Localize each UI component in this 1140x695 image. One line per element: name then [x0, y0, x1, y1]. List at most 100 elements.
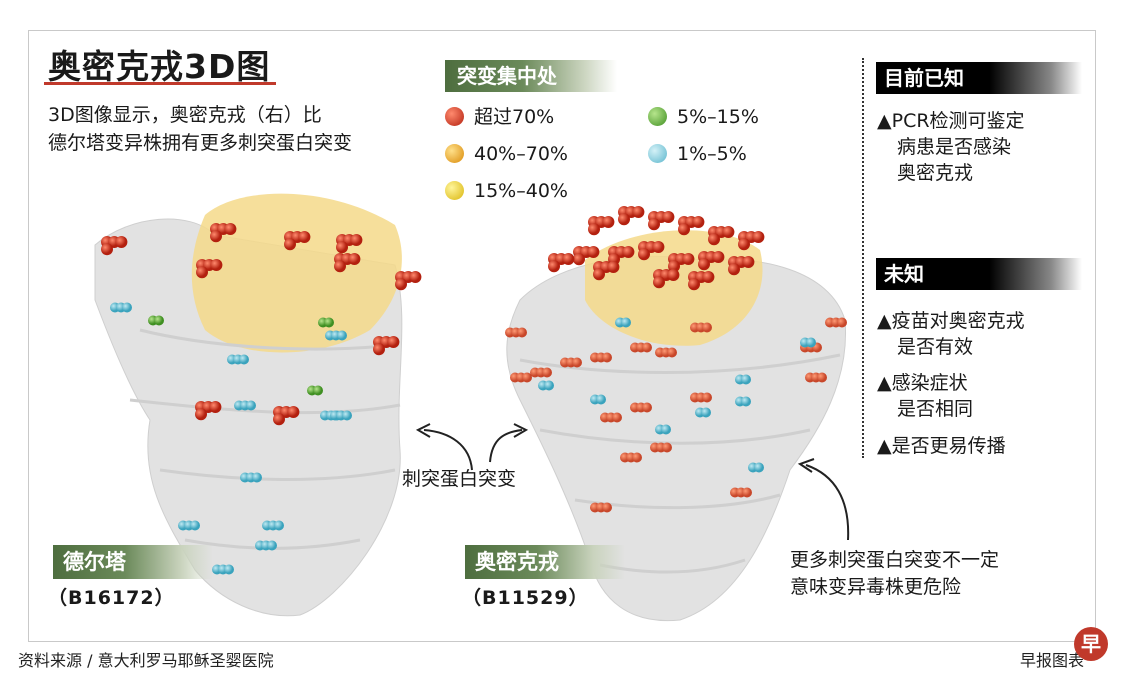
atom-cluster	[313, 385, 323, 396]
legend-item-40-70: 40%–70%	[445, 142, 568, 166]
atom-cluster	[593, 268, 605, 281]
legend-item-1-5: 1%–5%	[648, 142, 747, 166]
atom-cluster	[373, 343, 385, 356]
atom-cluster	[224, 223, 237, 235]
atom-cluster	[837, 317, 847, 328]
atom-cluster	[632, 206, 645, 218]
atom-cluster	[252, 472, 262, 483]
atom-cluster	[548, 260, 560, 273]
atom-cluster	[682, 253, 695, 265]
atom-cluster	[662, 442, 672, 453]
atom-cluster	[698, 258, 710, 271]
atom-cluster	[239, 354, 249, 365]
atom-cluster	[298, 231, 311, 243]
atom-cluster	[572, 357, 582, 368]
omicron-label: 奥密克戎	[465, 545, 625, 579]
delta-code: （B16172）	[48, 587, 175, 609]
atom-cluster	[612, 412, 622, 423]
atom-cluster	[210, 230, 222, 243]
atom-cluster	[701, 407, 711, 418]
yellow-dot-icon	[445, 181, 464, 200]
atom-cluster	[642, 342, 652, 353]
atom-cluster	[722, 226, 735, 238]
atom-cluster	[652, 241, 665, 253]
atom-cluster	[708, 233, 720, 246]
atom-cluster	[224, 564, 234, 575]
atom-cluster	[752, 231, 765, 243]
atom-cluster	[618, 213, 630, 226]
atom-cluster	[741, 374, 751, 385]
legend-label: 1%–5%	[677, 143, 747, 165]
omicron-code: （B11529）	[462, 587, 589, 609]
atom-cluster	[648, 218, 660, 231]
legend-item-over-70: 超过70%	[445, 105, 554, 129]
orange-dot-icon	[445, 144, 464, 163]
subtitle: 3D图像显示，奥密克戎（右）比 德尔塔变异株拥有更多刺突蛋白突变	[48, 101, 352, 157]
atom-cluster	[267, 540, 277, 551]
atom-cluster	[324, 317, 334, 328]
atom-cluster	[195, 408, 207, 421]
legend-label: 40%–70%	[474, 143, 568, 165]
bullet-line: ▲是否更易传播	[877, 435, 1006, 457]
bullet-line: 是否相同	[897, 398, 974, 420]
atom-cluster	[742, 487, 752, 498]
atom-cluster	[287, 406, 300, 418]
atom-cluster	[642, 402, 652, 413]
known-heading: 目前已知	[876, 62, 1082, 94]
atom-cluster	[638, 248, 650, 261]
atom-cluster	[334, 260, 346, 273]
known-bullet-1: ▲PCR检测可鉴定 病患是否感染 奥密克戎	[877, 108, 1025, 186]
bullet-line: ▲PCR检测可鉴定	[877, 110, 1025, 132]
atom-cluster	[754, 462, 764, 473]
atom-cluster	[742, 256, 755, 268]
atom-cluster	[678, 223, 690, 236]
right-column-divider	[862, 58, 864, 458]
atom-cluster	[336, 241, 348, 254]
atom-cluster	[337, 330, 347, 341]
atom-cluster	[622, 246, 635, 258]
red-dot-icon	[445, 107, 464, 126]
delta-label: 德尔塔	[53, 545, 213, 579]
atom-cluster	[573, 253, 585, 266]
credit: 早报图表	[1020, 651, 1085, 670]
atom-cluster	[662, 211, 675, 223]
atom-cluster	[544, 380, 554, 391]
atom-cluster	[667, 269, 680, 281]
legend-heading: 突变集中处	[445, 60, 617, 92]
zaobao-logo: 早	[1074, 627, 1108, 661]
atom-cluster	[702, 322, 712, 333]
bottom-right-callout: 更多刺突蛋白突变不一定 意味变异毒株更危险	[790, 547, 999, 601]
atom-cluster	[621, 317, 631, 328]
atom-cluster	[409, 271, 422, 283]
legend-item-15-40: 15%–40%	[445, 179, 568, 203]
atom-cluster	[395, 278, 407, 291]
atom-cluster	[692, 216, 705, 228]
atom-cluster	[274, 520, 284, 531]
unknown-bullet-2: ▲感染症状 是否相同	[877, 370, 973, 422]
legend-label: 15%–40%	[474, 180, 568, 202]
legend-item-5-15: 5%–15%	[648, 105, 759, 129]
callout-arrows	[415, 423, 850, 541]
atom-cluster	[154, 315, 164, 326]
atom-cluster	[342, 410, 352, 421]
atom-cluster	[387, 336, 400, 348]
atom-cluster	[190, 520, 200, 531]
atom-cluster	[817, 372, 827, 383]
bullet-line: 奥密克戎	[897, 162, 974, 184]
atom-cluster	[702, 392, 712, 403]
atom-cluster	[210, 259, 223, 271]
page-title: 奥密克戎3D图	[48, 47, 271, 86]
atom-cluster	[522, 372, 532, 383]
atom-cluster	[806, 337, 816, 348]
legend-label: 超过70%	[474, 106, 555, 128]
atom-cluster	[517, 327, 527, 338]
atom-cluster	[209, 401, 222, 413]
atom-cluster	[712, 251, 725, 263]
atom-cluster	[596, 394, 606, 405]
atom-cluster	[688, 278, 700, 291]
atom-cluster	[101, 243, 113, 256]
atom-cluster	[588, 223, 600, 236]
bullet-line: 病患是否感染	[897, 136, 1012, 158]
atom-cluster	[607, 261, 620, 273]
atom-cluster	[602, 352, 612, 363]
